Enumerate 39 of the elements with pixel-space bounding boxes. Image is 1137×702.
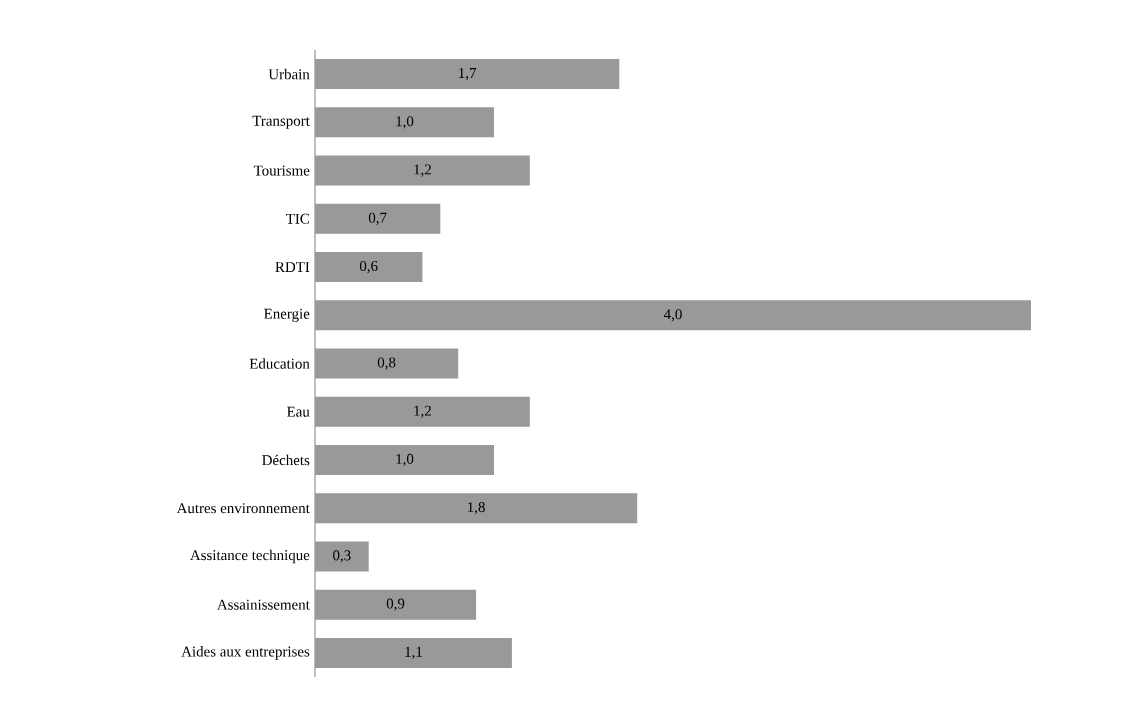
bar: [315, 300, 1032, 331]
bar: [315, 541, 369, 572]
bar: [315, 348, 459, 379]
y-tick-label: Assainissement: [216, 599, 310, 610]
bar: [315, 59, 620, 90]
y-tick-label: Tourisme: [253, 165, 310, 176]
y-tick-label: Autres environnement: [176, 503, 310, 514]
bar: [315, 107, 494, 138]
data-label: 1,8: [468, 502, 485, 515]
y-tick-label: TIC: [286, 213, 309, 224]
y-tick-label: Energie: [264, 308, 310, 322]
bar: [315, 444, 494, 475]
bar: [315, 637, 512, 668]
y-tick-label: Urbain: [268, 68, 310, 80]
bar: [315, 155, 530, 186]
data-label: 0,9: [386, 598, 405, 611]
bar: [315, 252, 423, 283]
data-label: 1,1: [405, 646, 422, 659]
y-tick-label: Transport: [252, 115, 310, 129]
data-label: 4,0: [663, 309, 682, 322]
y-tick-label: RDTI: [275, 262, 310, 272]
data-label: 0,7: [368, 212, 387, 225]
data-label: 1,2: [414, 405, 431, 418]
data-label: 0,3: [333, 550, 351, 563]
y-tick-label: Education: [249, 358, 310, 369]
data-label: 1,0: [396, 453, 414, 467]
y-tick-label: Assitance technique: [190, 549, 310, 564]
y-tick-label: Déchets: [262, 454, 310, 466]
y-tick-label: Eau: [287, 406, 310, 417]
data-label: 1,2: [414, 164, 431, 177]
data-label: 0,8: [377, 357, 396, 370]
bar: [315, 589, 477, 620]
data-label: 1,7: [459, 68, 477, 81]
bar: [315, 203, 441, 234]
y-tick-label: Aides aux entreprises: [181, 646, 310, 660]
data-label: 0,6: [359, 260, 378, 274]
bar: [315, 493, 638, 524]
data-label: 1,0: [396, 116, 414, 129]
bar: [315, 396, 530, 427]
